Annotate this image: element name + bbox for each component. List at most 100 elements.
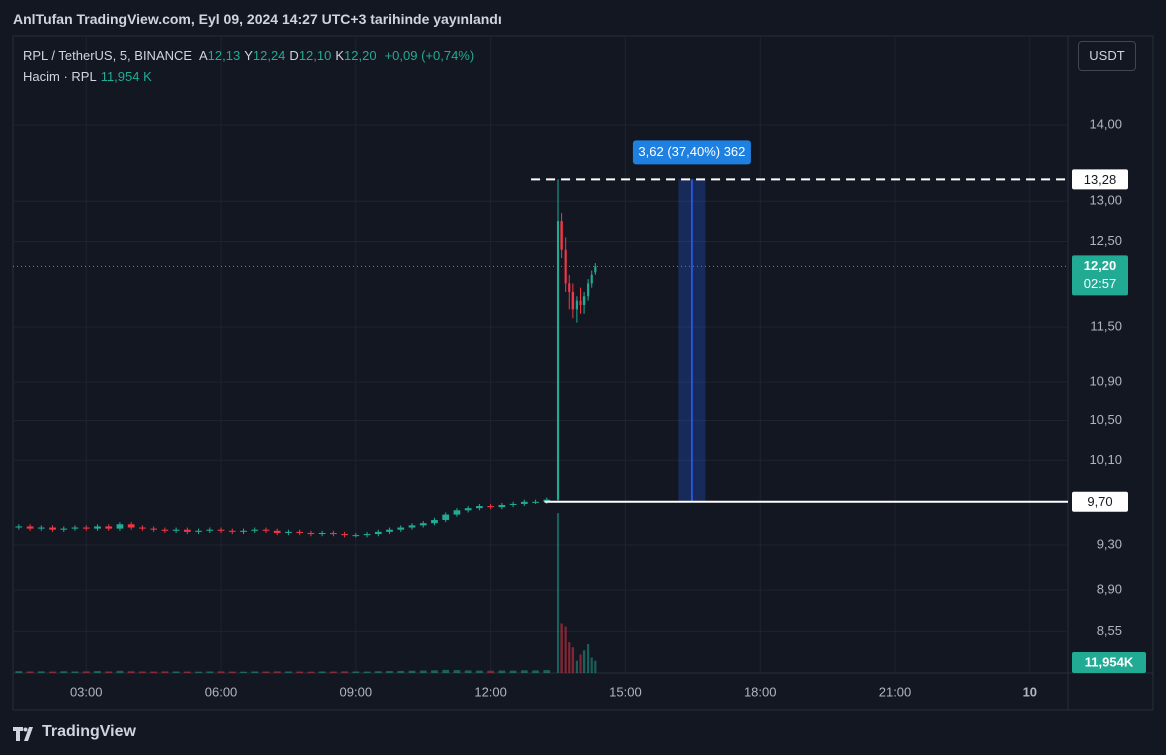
chart-frame	[12, 35, 1154, 711]
volume-bar	[195, 671, 202, 673]
volume-bar	[127, 671, 135, 673]
volume-bar	[240, 671, 247, 673]
volume-bar	[206, 671, 214, 673]
price-line-label: 9,70	[1087, 494, 1112, 509]
logo-mark	[13, 727, 33, 741]
volume-bar	[374, 671, 382, 673]
candle-body	[571, 291, 575, 310]
volume-bar	[532, 670, 539, 673]
publish-title: AnlTufan TradingView.com, Eyl 09, 2024 1…	[13, 11, 502, 27]
volume-bar	[556, 513, 560, 673]
logo-dot	[23, 727, 28, 732]
ohlc-value: 12,10	[298, 48, 332, 63]
price-line-tag	[1072, 491, 1128, 512]
volume-bar	[571, 647, 575, 673]
candle-body	[386, 529, 393, 532]
candle-body	[464, 508, 472, 511]
volume-bar	[150, 671, 158, 673]
y-tick-label: 12,50	[1089, 233, 1122, 248]
candle-body	[273, 530, 281, 533]
candle-body	[419, 523, 427, 526]
candle-body	[240, 530, 247, 532]
last-price-tag	[1072, 255, 1128, 296]
last-price-label: 12,20	[1084, 258, 1117, 273]
candle-body	[251, 529, 259, 531]
candle-body	[116, 524, 124, 529]
candle-body	[560, 221, 563, 250]
candle-body	[543, 499, 551, 502]
candle-body	[582, 296, 586, 305]
volume-bar	[49, 671, 56, 673]
volume-bar	[509, 670, 517, 673]
volume-bar	[273, 671, 281, 673]
volume-bar	[329, 671, 337, 673]
y-tick-label: 10,50	[1089, 412, 1122, 427]
volume-bar	[560, 623, 563, 673]
x-tick-label: 06:00	[205, 684, 238, 699]
volume-bar	[82, 671, 90, 673]
x-tick-label: 15:00	[609, 684, 642, 699]
candle-body	[329, 532, 337, 535]
ohlc-value: 12,13	[207, 48, 241, 63]
volume-bar	[26, 671, 34, 673]
candle-body	[363, 534, 371, 536]
volume-bar	[594, 660, 597, 673]
volume-bar	[579, 654, 582, 673]
candle-body	[397, 527, 405, 530]
change: +0,09 (+0,74%)	[384, 48, 475, 63]
ohlc-value: 12,20	[344, 48, 377, 63]
candle-body	[139, 527, 146, 529]
measure-label-box	[632, 140, 751, 165]
volume-bar	[564, 626, 567, 673]
symbol: RPL / TetherUS, 5, BINANCE	[23, 48, 193, 63]
volume-value: 11,954 K	[100, 69, 152, 84]
candle-body	[49, 527, 56, 530]
volume-bar	[543, 670, 551, 673]
legend: RPL / TetherUS, 5, BINANCE A12,13 Y12,24 D…	[23, 45, 478, 87]
volume-bar	[172, 671, 180, 673]
measure-label: 3,62 (37,40%) 362	[638, 144, 745, 159]
currency-button[interactable]: USDT	[1078, 41, 1136, 71]
legend-row: RPL / TetherUS, 5, BINANCE A12,13 Y12,24 D…	[23, 45, 478, 66]
volume-bar	[37, 671, 45, 673]
ohlc-key: D	[289, 48, 299, 63]
candle-body	[579, 300, 582, 305]
volume-bar	[217, 671, 225, 673]
volume-bar	[161, 671, 169, 673]
volume-bar	[105, 671, 113, 673]
candle-body	[150, 528, 158, 530]
volume-bar	[575, 660, 578, 673]
y-tick-label: 8,90	[1097, 582, 1122, 597]
candle-body	[520, 501, 528, 504]
volume-bar	[307, 671, 315, 673]
volume-tag	[1072, 652, 1146, 673]
grid	[13, 36, 1068, 673]
ohlc: A12,13 Y12,24 D12,10 K12,20	[199, 48, 381, 63]
candle-body	[94, 526, 101, 529]
volume-bar	[587, 644, 590, 673]
volume-bar	[520, 670, 528, 673]
volume-name: Hacim · RPL	[23, 69, 97, 84]
price-line-label: 13,28	[1084, 172, 1117, 187]
tradingview-logo	[13, 727, 33, 741]
candle-body	[575, 300, 578, 310]
volume-bar	[476, 670, 483, 673]
volume-tag-label: 11,954K	[1085, 654, 1134, 669]
volume-bar	[139, 671, 146, 673]
candle-body	[82, 527, 90, 529]
x-tick-label: 03:00	[70, 684, 103, 699]
candle-body	[26, 526, 34, 529]
countdown-label: 02:57	[1084, 276, 1117, 291]
candle-body	[127, 524, 135, 528]
y-tick-label: 10,10	[1089, 452, 1122, 467]
x-tick-label: 21:00	[879, 684, 912, 699]
y-tick-label: 14,00	[1089, 117, 1122, 132]
candle-body	[217, 529, 225, 531]
volume-bar	[453, 670, 461, 673]
volume-row: Hacim · RPL 11,954 K	[23, 66, 478, 87]
volume-bar	[94, 671, 101, 673]
candle-body	[307, 532, 315, 535]
candle-body	[161, 529, 169, 531]
volume-bar	[442, 669, 450, 673]
